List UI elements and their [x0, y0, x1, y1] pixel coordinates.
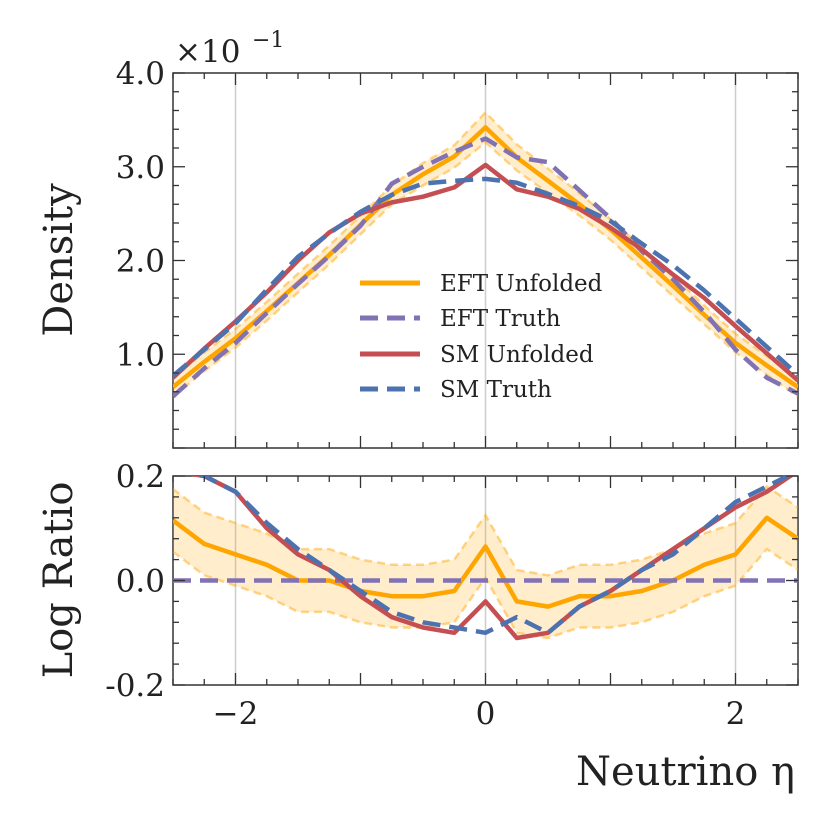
main-ytick-label: 1.0 — [116, 337, 165, 373]
legend: EFT Unfolded EFT Truth SM Unfolded SM Tr… — [360, 271, 603, 403]
multiplier-exponent: −1 — [252, 28, 284, 53]
ratio-ticks — [172, 475, 799, 686]
main-ticks — [172, 72, 799, 449]
ratio-ytick-label: 0.0 — [116, 564, 165, 600]
ratio-band-low-edge — [173, 547, 798, 640]
legend-label-sm-truth: SM Truth — [440, 377, 552, 403]
xtick-label: −2 — [213, 696, 259, 732]
main-band-low-edge — [173, 140, 798, 398]
legend-label-sm-unfolded: SM Unfolded — [440, 342, 594, 368]
main-series-lines — [173, 125, 798, 399]
legend-label-eft-truth: EFT Truth — [440, 306, 561, 332]
main-series-eft-truth — [173, 136, 798, 399]
ratio-series-lines — [173, 476, 798, 641]
main-panel: 1.0 2.0 3.0 4.0 Density ×10 −1 EFT Unfolded… — [36, 28, 799, 449]
main-series-sm-truth — [173, 176, 798, 378]
main-band-high-edge — [173, 110, 798, 379]
multiplier-label: ×10 — [175, 34, 240, 70]
ratio-xtick-labels: −2 0 2 — [213, 696, 746, 732]
ratio-panel: -0.2 0.0 0.2 −2 0 2 Log Ratio Neutrino η — [36, 459, 799, 795]
ratio-ytick-label: -0.2 — [105, 668, 165, 704]
xtick-label: 2 — [726, 696, 746, 732]
ratio-series-eft-unfolded — [173, 515, 798, 609]
legend-label-eft-unfolded: EFT Unfolded — [440, 271, 603, 297]
ratio-band-fill — [173, 486, 798, 638]
ratio-ytick-label: 0.2 — [116, 459, 165, 495]
ratio-series-sm-truth — [190, 476, 793, 636]
ratio-ytick-labels: -0.2 0.0 0.2 — [105, 459, 165, 704]
main-ytick-labels: 1.0 2.0 3.0 4.0 — [116, 56, 165, 373]
xtick-label: 0 — [476, 696, 496, 732]
main-gridlines — [234, 73, 737, 448]
main-uncertainty-band — [173, 110, 798, 398]
ratio-ylabel: Log Ratio — [36, 482, 82, 679]
main-ytick-label: 3.0 — [116, 150, 165, 186]
main-ylabel: Density — [36, 183, 82, 337]
xlabel: Neutrino η — [576, 749, 795, 795]
main-ytick-label: 4.0 — [116, 56, 165, 92]
main-ytick-label: 2.0 — [116, 244, 165, 280]
